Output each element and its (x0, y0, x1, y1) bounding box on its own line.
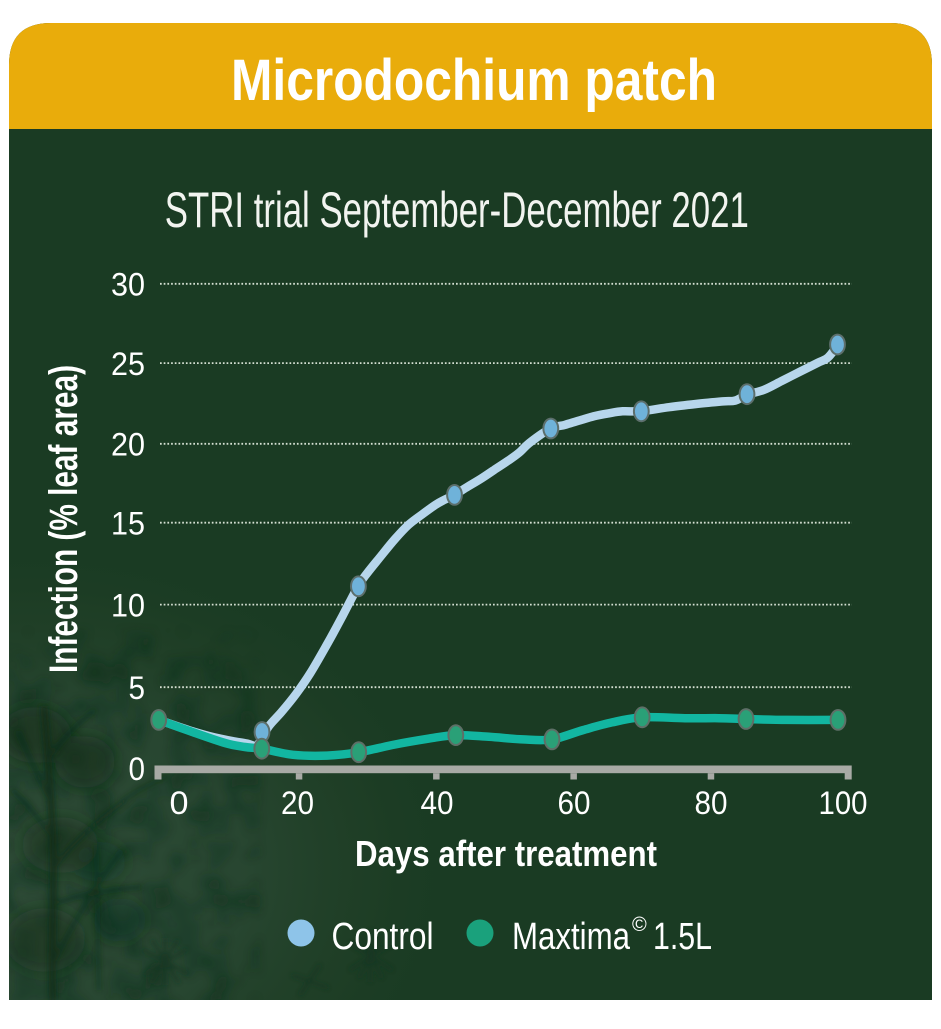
svg-text:©: © (632, 914, 647, 936)
svg-text:5: 5 (129, 670, 146, 706)
svg-text:Maxtima: Maxtima (512, 916, 631, 958)
svg-text:60: 60 (558, 785, 591, 821)
svg-text:100: 100 (819, 785, 868, 821)
svg-text:25: 25 (111, 346, 145, 382)
svg-text:0: 0 (170, 785, 189, 821)
svg-text:1.5L: 1.5L (653, 916, 712, 958)
svg-text:10: 10 (111, 587, 145, 623)
svg-text:15: 15 (111, 505, 145, 541)
svg-text:0: 0 (129, 751, 146, 787)
svg-text:20: 20 (111, 427, 145, 463)
svg-text:80: 80 (695, 785, 728, 821)
svg-text:Control: Control (332, 916, 434, 958)
svg-text:STRI trial September-December: STRI trial September-December 2021 (165, 182, 749, 238)
svg-text:Microdochium patch: Microdochium patch (231, 48, 717, 113)
svg-text:Days after treatment: Days after treatment (355, 833, 657, 874)
svg-text:Infection (% leaf area): Infection (% leaf area) (42, 365, 86, 673)
svg-text:40: 40 (421, 785, 454, 821)
svg-text:30: 30 (111, 267, 145, 303)
svg-text:20: 20 (281, 785, 314, 821)
